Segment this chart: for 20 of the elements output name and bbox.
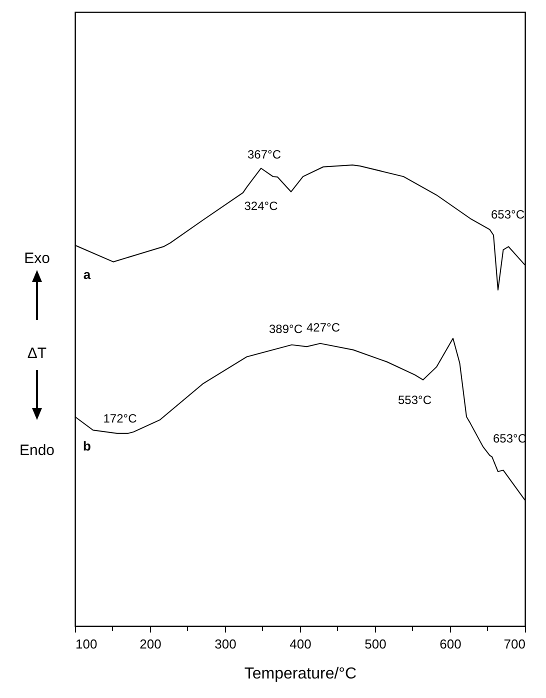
series-label: a [83,267,92,282]
x-tick-label: 400 [290,636,312,652]
y-axis-title: ΔT [27,345,47,362]
x-tick-label: 700 [504,636,526,652]
x-tick-label: 500 [364,636,386,652]
x-tick-label: 200 [140,636,162,652]
x-tick-label: 100 [76,636,98,652]
annotation: 367°C [248,148,282,162]
x-axis-title: Temperature/°C [244,666,357,682]
text: Exo [24,250,50,267]
x-tick-label: 600 [440,636,462,652]
annotation: 553°C [398,392,432,407]
annotation: 172°C [103,411,138,426]
annotation: 389°C [269,322,303,336]
text: Endo [19,442,55,459]
series-label: b [83,438,92,454]
x-tick-label: 300 [214,636,236,652]
annotation: 653°C [491,208,525,222]
annotation: 427°C [306,320,340,334]
annotation: 324°C [244,199,278,214]
